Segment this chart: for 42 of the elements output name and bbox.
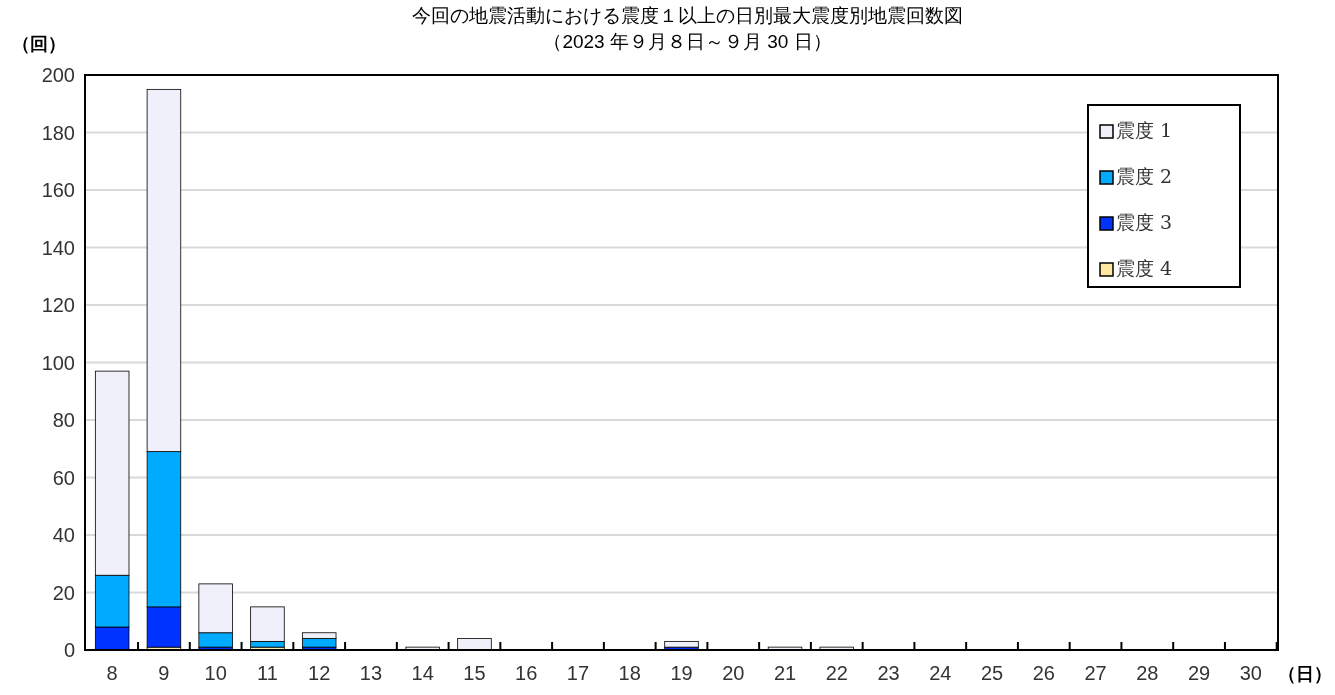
x-tick-label: 16 xyxy=(515,662,538,684)
y-tick-label: 200 xyxy=(41,64,75,86)
y-tick-label: 20 xyxy=(52,581,75,604)
x-tick-label: 11 xyxy=(257,662,278,684)
chart-title: 今回の地震活動における震度１以上の日別最大震度別地震回数図 xyxy=(412,5,963,26)
y-tick-label: 0 xyxy=(63,639,75,661)
x-tick-label: 30 xyxy=(1239,662,1262,684)
x-tick-label: 10 xyxy=(204,662,227,684)
x-tick-label: 25 xyxy=(980,662,1004,684)
y-axis-title: （回） xyxy=(12,34,66,54)
y-tick-label: 80 xyxy=(52,409,75,431)
y-tick-label: 140 xyxy=(41,236,75,259)
x-tick-label: 18 xyxy=(618,662,641,684)
x-tick-label: 24 xyxy=(929,662,952,684)
legend-label: 震度 3 xyxy=(1116,211,1173,233)
x-tick-label: 28 xyxy=(1136,662,1159,684)
x-tick-label: 27 xyxy=(1084,662,1107,684)
legend-label: 震度 4 xyxy=(1116,257,1173,279)
x-tick-label: 20 xyxy=(722,662,745,684)
x-tick-label: 26 xyxy=(1032,662,1055,684)
x-tick-label: 12 xyxy=(308,662,331,684)
x-tick-label: 23 xyxy=(877,662,900,684)
y-tick-label: 100 xyxy=(41,351,75,374)
x-tick-label: 29 xyxy=(1187,662,1211,684)
x-tick-label: 15 xyxy=(463,662,486,684)
x-tick-label: 13 xyxy=(359,662,383,684)
x-tick-label: 21 xyxy=(773,662,797,684)
x-tick-label: 9 xyxy=(158,662,170,684)
y-tick-label: 60 xyxy=(52,466,75,489)
legend-label: 震度 1 xyxy=(1116,119,1173,141)
y-tick-label: 180 xyxy=(41,121,75,144)
x-tick-label: 22 xyxy=(825,662,848,684)
x-tick-label: 14 xyxy=(411,662,434,684)
x-tick-label: 17 xyxy=(566,662,590,684)
x-tick-label: 8 xyxy=(106,662,118,684)
chart-subtitle: （2023 年９月８日～９月 30 日） xyxy=(543,31,832,52)
y-tick-label: 40 xyxy=(52,524,75,546)
x-tick-label: 19 xyxy=(670,662,693,684)
y-tick-label: 120 xyxy=(41,294,75,316)
x-axis-title: （日） xyxy=(1278,664,1332,684)
y-tick-label: 160 xyxy=(41,179,75,201)
legend-label: 震度 2 xyxy=(1116,165,1173,187)
